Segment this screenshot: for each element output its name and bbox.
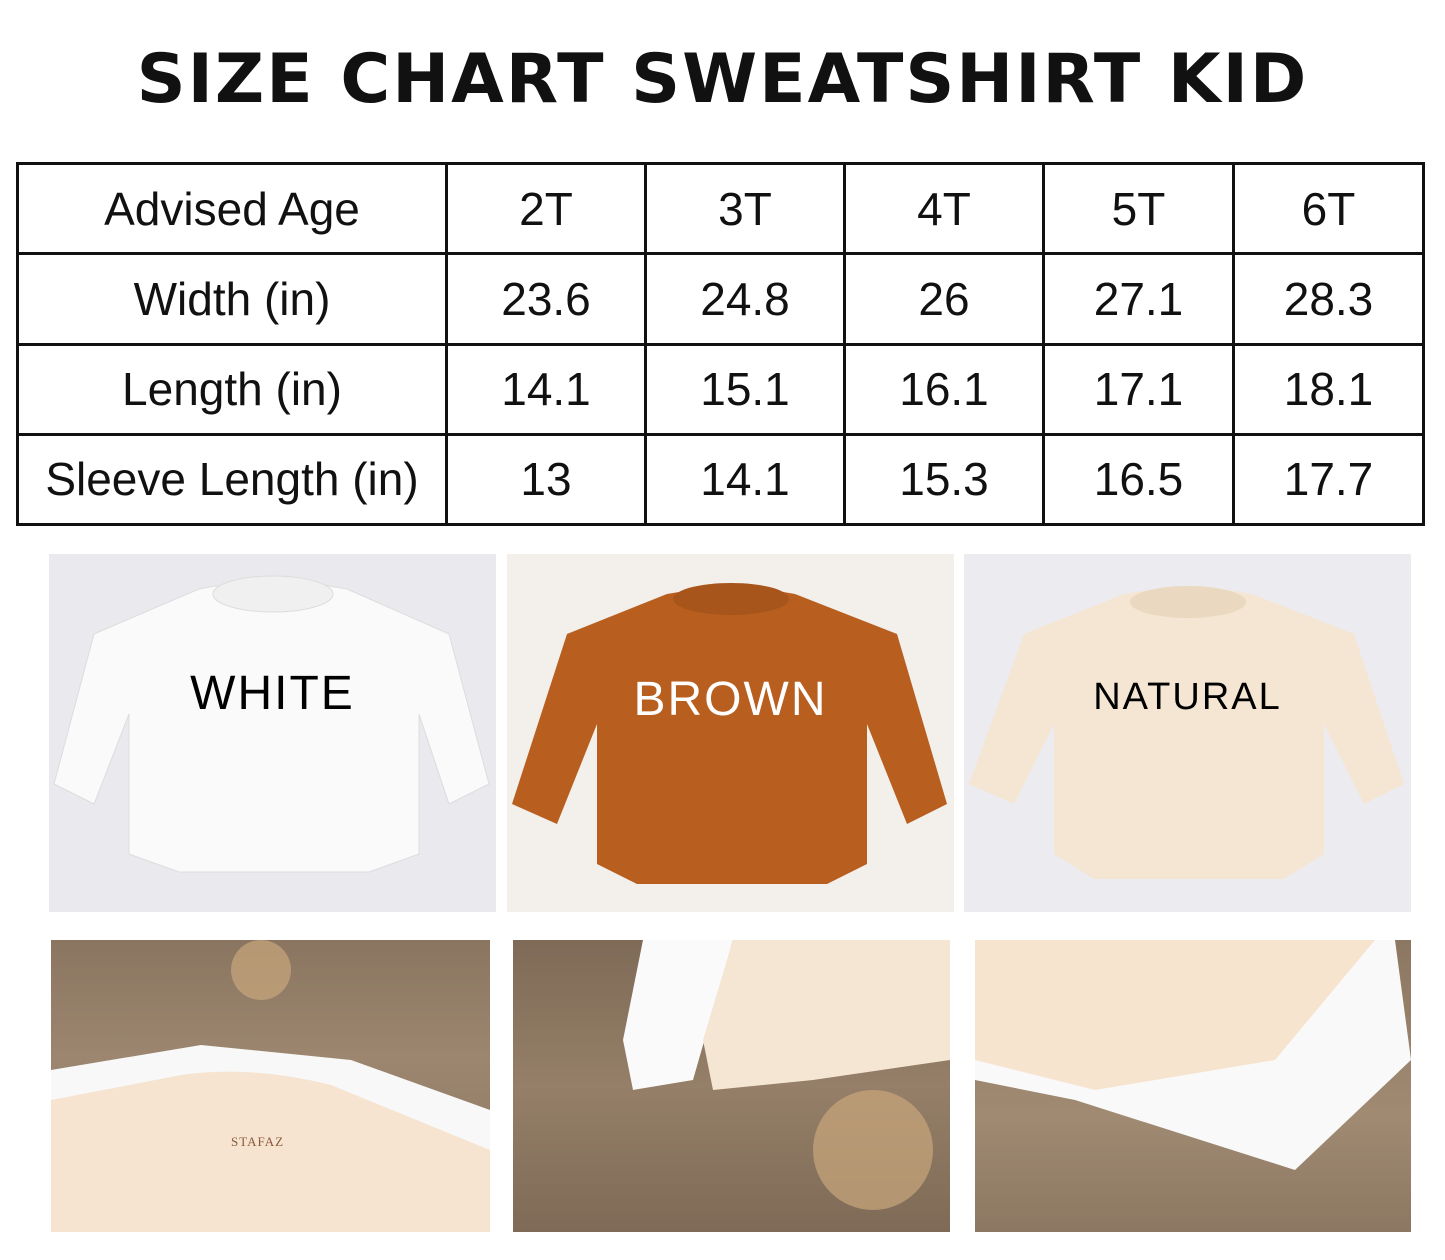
sweatshirt-image: [53, 575, 490, 873]
sweatshirt-image: [51, 940, 490, 1232]
row-label: Advised Age: [16, 161, 448, 256]
table-cell: 17.1: [1042, 342, 1235, 436]
sweatshirt-image: [623, 940, 950, 1210]
color-label: WHITE: [190, 667, 355, 720]
table-cell: 23.6: [445, 252, 647, 346]
sweatshirt-image: [969, 586, 1404, 879]
table-header-row: Advised Age 2T 3T 4T 5T 6T: [16, 161, 1425, 256]
size-header: 5T: [1042, 161, 1235, 256]
size-header: 2T: [445, 161, 647, 256]
photo-detail-sleeves: [513, 940, 950, 1232]
size-header: 3T: [644, 161, 846, 256]
row-label: Length (in): [16, 342, 448, 436]
row-label: Width (in): [16, 252, 448, 346]
sweatshirt-image: [975, 940, 1411, 1170]
size-table: Advised Age 2T 3T 4T 5T 6T Width (in) 23…: [16, 161, 1425, 527]
table-cell: 14.1: [644, 432, 846, 527]
size-header: 6T: [1232, 161, 1425, 256]
table-cell: 13: [445, 432, 647, 527]
table-cell: 16.5: [1042, 432, 1235, 527]
table-cell: 28.3: [1232, 252, 1425, 346]
table-cell: 26: [843, 252, 1045, 346]
photo-detail-hem: [975, 940, 1411, 1232]
photo-white-sweatshirt: WHITE: [49, 554, 496, 912]
table-cell: 15.3: [843, 432, 1045, 527]
table-cell: 18.1: [1232, 342, 1425, 436]
photo-detail-collar: STAFAZ: [51, 940, 490, 1232]
table-cell: 17.7: [1232, 432, 1425, 527]
table-cell: 15.1: [644, 342, 846, 436]
page-title: SIZE CHART SWEATSHIRT KID: [136, 40, 1309, 119]
table-cell: 24.8: [644, 252, 846, 346]
size-header: 4T: [843, 161, 1045, 256]
row-label: Sleeve Length (in): [16, 432, 448, 527]
table-row: Width (in) 23.6 24.8 26 27.1 28.3: [16, 252, 1425, 346]
table-cell: 16.1: [843, 342, 1045, 436]
brand-tag-label: STAFAZ: [231, 1134, 285, 1149]
table-cell: 27.1: [1042, 252, 1235, 346]
sweatshirt-image: [512, 583, 947, 884]
table-row: Length (in) 14.1 15.1 16.1 17.1 18.1: [16, 342, 1425, 436]
photo-brown-sweatshirt: BROWN: [507, 554, 954, 912]
color-label: BROWN: [633, 673, 828, 726]
color-label: NATURAL: [1093, 676, 1282, 718]
photo-natural-sweatshirt: NATURAL: [964, 554, 1411, 912]
table-cell: 14.1: [445, 342, 647, 436]
table-row: Sleeve Length (in) 13 14.1 15.3 16.5 17.…: [16, 432, 1425, 527]
